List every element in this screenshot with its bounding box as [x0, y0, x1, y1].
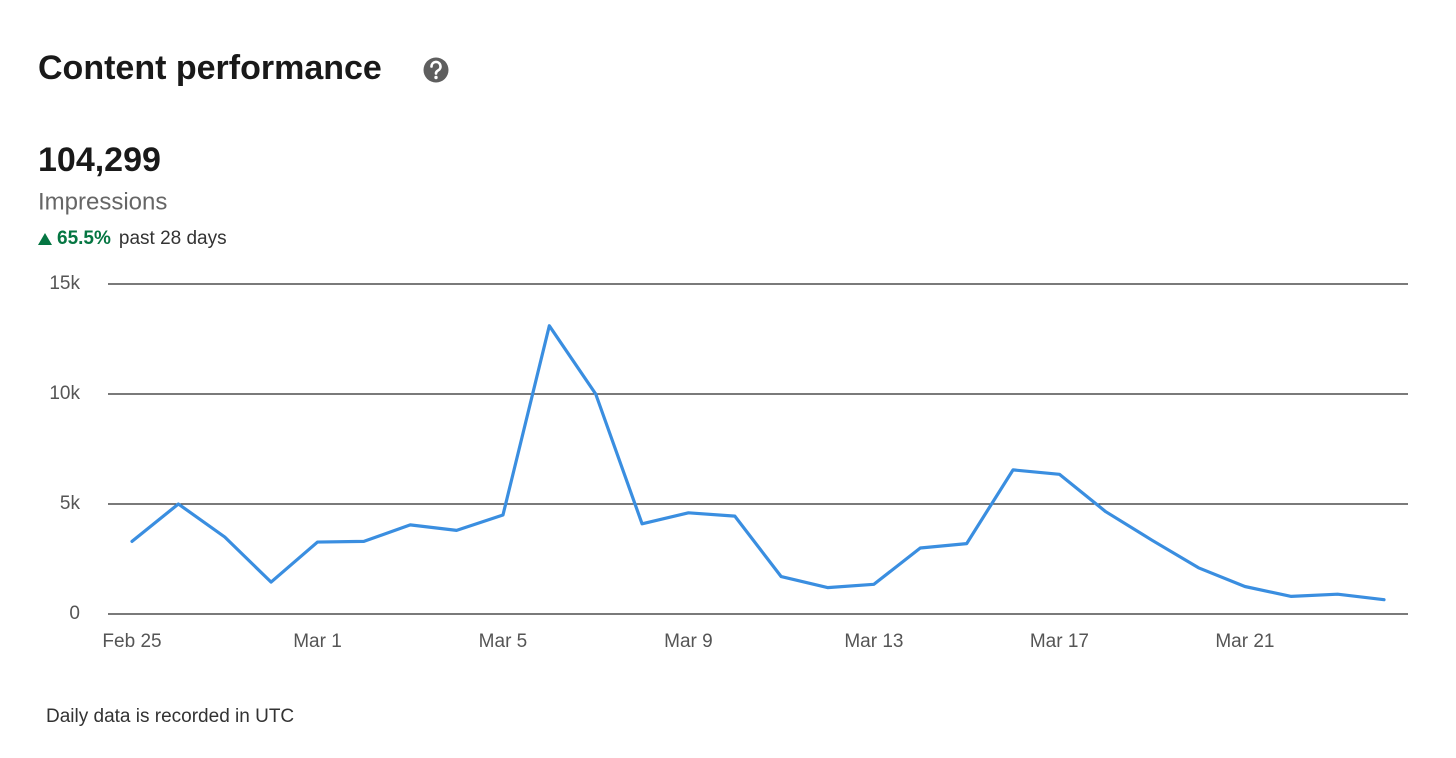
x-tick-label: Mar 13	[844, 631, 903, 652]
x-tick-label: Mar 1	[293, 631, 342, 652]
help-icon[interactable]	[423, 57, 449, 83]
x-tick-label: Mar 17	[1030, 631, 1089, 652]
change-value: 65.5%	[57, 228, 111, 249]
series-line	[130, 324, 1386, 602]
x-tick-label: Mar 9	[664, 631, 713, 652]
card-title: Content performance	[38, 49, 382, 87]
footnote: Daily data is recorded in UTC	[46, 706, 294, 727]
x-tick-label: Feb 25	[102, 631, 161, 652]
x-tick-label: Mar 5	[479, 631, 528, 652]
change-period: past 28 days	[119, 228, 227, 249]
y-tick-label: 15k	[49, 273, 80, 294]
metric-label: Impressions	[38, 188, 167, 215]
y-tick-label: 5k	[60, 493, 81, 514]
metric-value: 104,299	[38, 141, 161, 179]
up-arrow	[38, 233, 52, 245]
y-tick-label: 10k	[49, 383, 80, 404]
y-tick-label: 0	[69, 603, 80, 624]
x-tick-label: Mar 21	[1215, 631, 1274, 652]
